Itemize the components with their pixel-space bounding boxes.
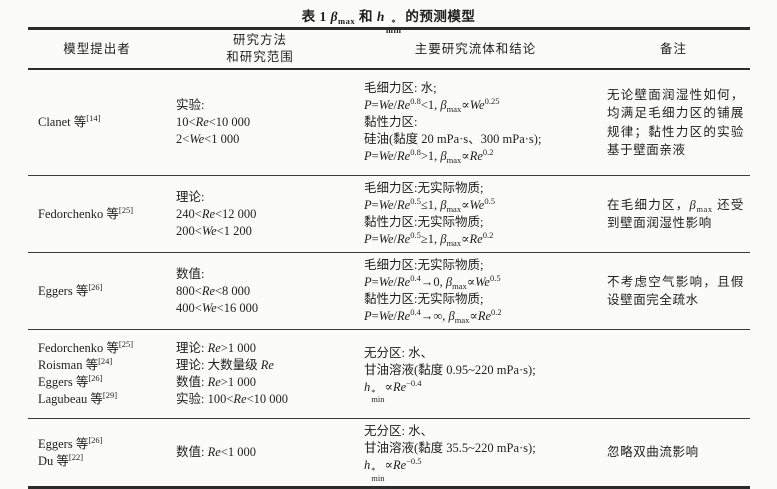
header-cell: 模型提出者 <box>28 30 166 68</box>
header-cell: 备注 <box>597 30 750 68</box>
cell-line: 240<Re<12 000 <box>176 206 257 221</box>
cell-line: 毛细力区: 水; <box>364 81 437 95</box>
cell-line: 理论: <box>176 189 205 204</box>
cell-line: Fedorchenko 等[25] <box>38 339 134 355</box>
table-row: Eggers 等[26] Du 等[22] 数值: Re<1 000 无分区: 水、甘… <box>28 419 750 486</box>
prediction-models-table: 模型提出者 研究方法和研究范围 主要研究流体和结论 备注 Clanet 等[14] 实验:… <box>28 27 750 489</box>
table-row: Eggers 等[26] 数值: 800<Re<8 000 400<We<16 000… <box>28 253 750 330</box>
table-cell: 理论: Re>1 000 理论: 大数量级 Re 数值: Re>1 000 实验: 1… <box>166 330 354 418</box>
cell-line: 忽略双曲流影响 <box>607 445 699 460</box>
stacked-subsup-symbol: h * min <box>364 458 385 483</box>
table-cell: Eggers 等[26] Du 等[22] <box>28 419 166 486</box>
cell-line: 硅油(黏度 20 mPa·s、300 mPa·s); <box>364 132 542 146</box>
cell-line: 理论: Re>1 000 <box>176 341 256 355</box>
cell-line: Clanet 等[14] <box>38 113 101 129</box>
cell-line: 模型提出者 <box>63 41 131 56</box>
cell-line: Eggers 等[26] <box>38 281 103 298</box>
cell-line: 研究方法 <box>232 33 287 47</box>
cell-line: P=We/Re0.5≥1, βmax∝Re0.2 <box>364 230 494 248</box>
cell-line: P=We/Re0.4→∞, βmax∝Re0.2 <box>364 307 502 325</box>
cell-line: P=We/Re0.4→0, βmax∝We0.5 <box>364 273 501 291</box>
cell-line: 2<We<1 000 <box>176 132 240 146</box>
table-cell: 无分区: 水、甘油溶液(黏度 35.5~220 mPa·s); h * min ∝Re−… <box>354 419 597 486</box>
table-cell: Eggers 等[26] <box>28 253 166 329</box>
cell-line: 黏性力区:无实际物质; <box>364 292 484 306</box>
table-cell: 在毛细力区，βmax 还受到壁面润湿性影响 <box>597 176 750 252</box>
stacked-subsup-symbol: h * min <box>364 379 385 404</box>
table-cell: 无分区: 水、甘油溶液(黏度 0.95~220 mPa·s); h * min ∝Re−… <box>354 330 597 418</box>
cell-line: 毛细力区:无实际物质; <box>364 181 484 195</box>
table-row: Clanet 等[14] 实验: 10<Re<10 000 2<We<1 000 毛细力… <box>28 70 750 176</box>
table-cell: 毛细力区:无实际物质; P=We/Re0.4→0, βmax∝We0.5 黏性力区:… <box>354 253 597 329</box>
cell-line: 和研究范围 <box>226 50 294 64</box>
cell-line: 实验: <box>176 98 205 112</box>
table-cell: 忽略双曲流影响 <box>597 419 750 486</box>
table-title: 表 1 βmax 和 h * min 的预测模型 <box>301 9 476 35</box>
cell-line: 数值: Re>1 000 <box>176 375 256 389</box>
cell-line: 10<Re<10 000 <box>176 115 251 129</box>
table-cell: 毛细力区: 水; P=We/Re0.8<1, βmax∝We0.25 黏性力区: 硅油… <box>354 70 597 175</box>
table-cell: 毛细力区:无实际物质; P=We/Re0.5≤1, βmax∝We0.5 黏性力区:… <box>354 176 597 252</box>
cell-line: Lagubeau 等[29] <box>38 390 118 406</box>
table-cell: Clanet 等[14] <box>28 70 166 175</box>
table-cell: Fedorchenko 等[25] Roisman 等[24] Eggers 等[2… <box>28 330 166 418</box>
cell-line: Roisman 等[24] <box>38 356 113 372</box>
table-cell: 数值: Re<1 000 <box>166 419 354 486</box>
header-cell: 主要研究流体和结论 <box>354 30 597 68</box>
cell-line: 黏性力区:无实际物质; <box>364 215 484 229</box>
table-cell: 理论: 240<Re<12 000 200<We<1 200 <box>166 176 354 252</box>
cell-line: 在毛细力区，βmax 还受到壁面润湿性影响 <box>607 197 744 231</box>
cell-line: P=We/Re0.8<1, βmax∝We0.25 <box>364 96 500 114</box>
cell-line: 理论: 大数量级 Re <box>176 358 274 372</box>
cell-line: 甘油溶液(黏度 0.95~220 mPa·s); <box>364 362 536 377</box>
cell-line: 无论壁面润湿性如何，均满足毛细力区的铺展规律；黏性力区的实验基于壁面亲液 <box>607 87 744 158</box>
cell-line: Fedorchenko 等[25] <box>38 204 134 221</box>
cell-line: 主要研究流体和结论 <box>414 41 537 56</box>
table-cell: 无论壁面润湿性如何，均满足毛细力区的铺展规律；黏性力区的实验基于壁面亲液 <box>597 70 750 175</box>
cell-line: 备注 <box>659 41 687 56</box>
cell-line: 甘油溶液(黏度 35.5~220 mPa·s); <box>364 441 536 455</box>
cell-line: 200<We<1 200 <box>176 223 252 238</box>
table-header-row: 模型提出者 研究方法和研究范围 主要研究流体和结论 备注 <box>28 30 750 70</box>
cell-line: Eggers 等[26] <box>38 434 103 451</box>
table-row: Fedorchenko 等[25] Roisman 等[24] Eggers 等[2… <box>28 330 750 419</box>
cell-line: 数值: Re<1 000 <box>176 445 256 459</box>
cell-line: 800<Re<8 000 <box>176 283 251 298</box>
cell-line: 无分区: 水、 <box>364 424 434 438</box>
cell-line: 毛细力区:无实际物质; <box>364 258 484 272</box>
header-cell: 研究方法 和研究范围 <box>166 30 354 68</box>
cell-line: h * min ∝Re−0.5 <box>364 456 422 483</box>
cell-line: 不考虑空气影响，且假设壁面完全疏水 <box>607 274 744 308</box>
table-cell: 数值: 800<Re<8 000 400<We<16 000 <box>166 253 354 329</box>
cell-line: h * min ∝Re−0.4 <box>364 377 422 404</box>
cell-line: Du 等[22] <box>38 451 84 468</box>
table-cell: Fedorchenko 等[25] <box>28 176 166 252</box>
cell-line: Eggers 等[26] <box>38 373 103 389</box>
cell-line: P=We/Re0.5≤1, βmax∝We0.5 <box>364 196 495 214</box>
table-cell: 不考虑空气影响，且假设壁面完全疏水 <box>597 253 750 329</box>
cell-line: 实验: 100<Re<10 000 <box>176 392 289 406</box>
table-cell <box>597 330 750 418</box>
cell-line: 无分区: 水、 <box>364 345 434 360</box>
table-row: Fedorchenko 等[25] 理论: 240<Re<12 000 200<We<… <box>28 176 750 253</box>
table-cell: 实验: 10<Re<10 000 2<We<1 000 <box>166 70 354 175</box>
cell-line: 黏性力区: <box>364 115 418 129</box>
cell-line: 400<We<16 000 <box>176 300 259 315</box>
cell-line: P=We/Re0.8>1, βmax∝Re0.2 <box>364 147 494 165</box>
cell-line: 数值: <box>176 266 205 281</box>
